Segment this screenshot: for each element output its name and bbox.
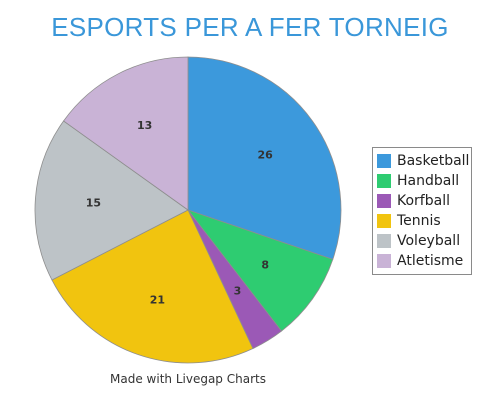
slice-value-label: 15 <box>86 197 101 210</box>
legend-item: Voleyball <box>373 231 471 251</box>
legend-item: Basketball <box>373 151 471 171</box>
legend-label: Handball <box>397 173 460 189</box>
slice-value-label: 8 <box>261 259 269 272</box>
pie-slice-tennis <box>51 209 254 364</box>
legend-swatch <box>377 214 391 228</box>
legend-item: Atletisme <box>373 251 471 271</box>
legend-swatch <box>377 194 391 208</box>
slice-value-label: 26 <box>257 148 273 161</box>
legend-label: Tennis <box>397 213 441 229</box>
pie-slice-basketball <box>187 56 342 260</box>
slice-value-label: 3 <box>234 284 242 297</box>
legend-item: Korfball <box>373 191 471 211</box>
pie-slice-labels: 26 8 3 21 15 13 <box>86 119 273 306</box>
legend-swatch <box>377 234 391 248</box>
chart-credit: Made with Livegap Charts <box>110 372 266 386</box>
legend-label: Korfball <box>397 193 450 209</box>
pie-slices <box>34 56 342 364</box>
legend-swatch <box>377 254 391 268</box>
legend-item: Handball <box>373 171 471 191</box>
slice-value-label: 13 <box>137 119 152 132</box>
legend-item: Tennis <box>373 211 471 231</box>
slice-value-label: 21 <box>150 293 165 306</box>
legend-label: Voleyball <box>397 233 461 249</box>
legend-swatch <box>377 174 391 188</box>
chart-title: ESPORTS PER A FER TORNEIG <box>51 12 449 42</box>
pie-slice-atletisme <box>63 56 189 211</box>
legend-label: Basketball <box>397 153 470 169</box>
pie-slice-handball <box>186 209 334 332</box>
pie-slice-voleyball <box>34 120 189 281</box>
legend-swatch <box>377 154 391 168</box>
chart-legend: Basketball Handball Korfball Tennis Voleybal… <box>372 147 472 275</box>
legend-label: Atletisme <box>397 253 464 269</box>
